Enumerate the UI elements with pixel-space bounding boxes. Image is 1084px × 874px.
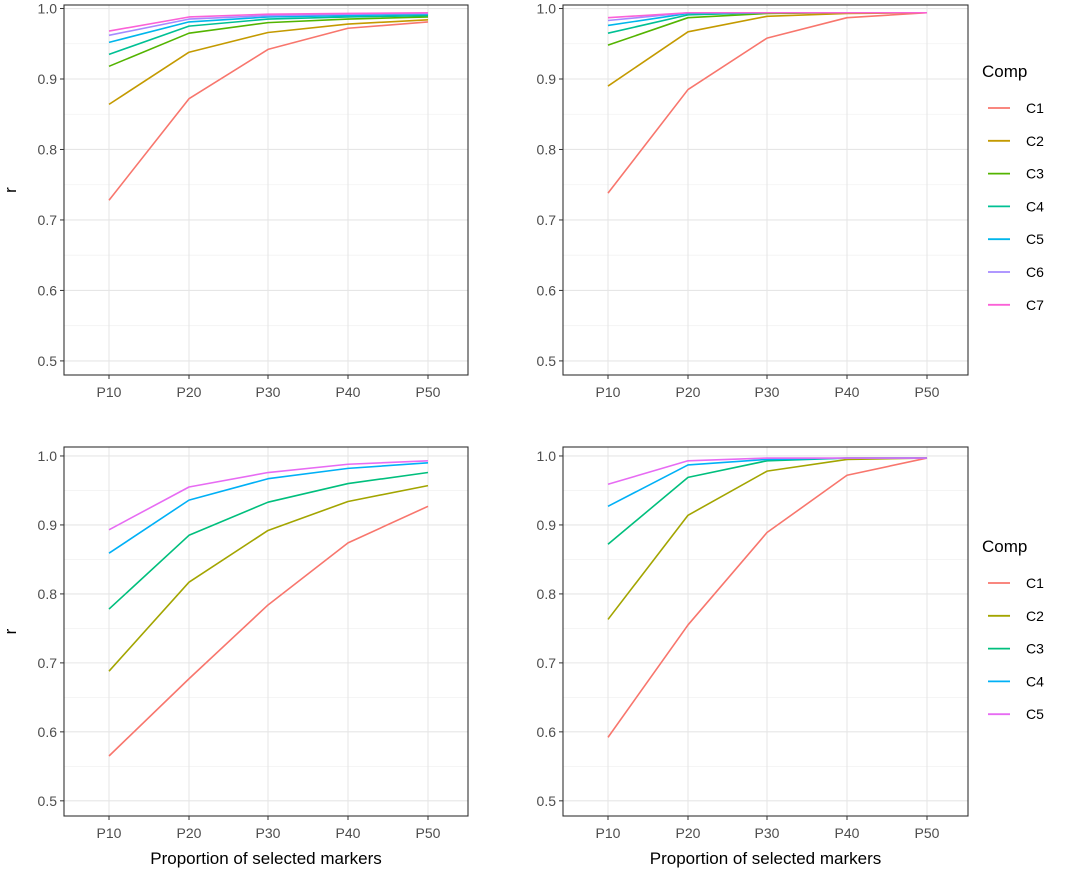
top-right-xtick-label: P20	[676, 384, 701, 400]
top-right-xtick-label: P10	[596, 384, 621, 400]
bottom-right-border	[562, 446, 969, 817]
bottom-right-series-c2	[607, 457, 928, 620]
bottom-left-xtick-label: P30	[256, 825, 281, 841]
bottom-left-series-c3	[108, 471, 429, 610]
legend-1-title: Comp	[982, 62, 1027, 81]
bottom-right-ytick-label: 0.8	[537, 586, 557, 602]
bottom-left-xtick-label: P50	[416, 825, 441, 841]
bottom-left-xtick-label: P40	[336, 825, 361, 841]
bottom-left-ytick-label: 0.8	[38, 586, 58, 602]
legend-1-label-c3: C3	[1026, 166, 1044, 182]
legend-1-label-c1: C1	[1026, 100, 1044, 116]
bottom-left-xtick-label: P20	[177, 825, 202, 841]
legend-1-label-c2: C2	[1026, 133, 1044, 149]
top-right-ytick-label: 0.8	[537, 141, 557, 157]
legend-2-label-c3: C3	[1026, 641, 1044, 657]
top-left-series-c1	[108, 21, 429, 201]
top-right-xtick-label: P40	[835, 384, 860, 400]
top-left-xtick-label: P50	[416, 384, 441, 400]
legend-1-label-c7: C7	[1026, 297, 1044, 313]
bottom-left-ytick-label: 0.9	[38, 517, 58, 533]
bottom-left-xtick-label: P10	[97, 825, 122, 841]
top-right-xtick-label: P50	[915, 384, 940, 400]
top-left-series-c2	[108, 19, 429, 106]
legend-2-label-c2: C2	[1026, 608, 1044, 624]
top-right-ytick-label: 0.5	[537, 353, 557, 369]
top-left-ytick-label: 0.7	[38, 212, 58, 228]
top-left-series-c7	[108, 11, 429, 32]
top-left-xtick-label: P10	[97, 384, 122, 400]
bottom-right-xtick-label: P40	[835, 825, 860, 841]
top-left-ytick-label: 0.6	[38, 282, 58, 298]
bottom-left-series-c1	[108, 505, 429, 757]
bottom-right-ytick-label: 0.6	[537, 724, 557, 740]
bottom-left-ytick-label: 0.6	[38, 724, 58, 740]
top-right-xtick-label: P30	[755, 384, 780, 400]
top-left-ytick-label: 0.9	[38, 71, 58, 87]
bottom-left-ytick-label: 0.5	[38, 793, 58, 809]
top-left-xtick-label: P20	[177, 384, 202, 400]
bottom-left-series-c5	[108, 459, 429, 531]
bottom-left-ytick-label: 0.7	[38, 655, 58, 671]
bottom-right-ytick-label: 1.0	[537, 448, 557, 464]
bottom-left-ytick-label: 1.0	[38, 448, 58, 464]
bottom-left-series-c4	[108, 462, 429, 554]
top-right-border	[562, 4, 969, 376]
top-left-xtick-label: P30	[256, 384, 281, 400]
bottom-right-xtick-label: P50	[915, 825, 940, 841]
legend-1-label-c4: C4	[1026, 198, 1044, 214]
bottom-right-x-axis-title: Proportion of selected markers	[650, 849, 882, 868]
top-right-ytick-label: 0.6	[537, 282, 557, 298]
top-left-series-c4	[108, 14, 429, 56]
bottom-right-ytick-label: 0.5	[537, 793, 557, 809]
bottom-right-ytick-label: 0.9	[537, 517, 557, 533]
top-right-series-c7	[607, 11, 927, 19]
top-left-series-c3	[108, 16, 429, 68]
top-left-xtick-label: P40	[336, 384, 361, 400]
legend-2-label-c5: C5	[1026, 706, 1044, 722]
bottom-right-xtick-label: P30	[755, 825, 780, 841]
legend-1-label-c6: C6	[1026, 264, 1044, 280]
legend-2-label-c4: C4	[1026, 673, 1044, 689]
bottom-right-series-c5	[607, 457, 927, 486]
bottom-left-series-c2	[108, 484, 429, 672]
top-right-ytick-label: 0.9	[537, 71, 557, 87]
top-left-ytick-label: 1.0	[38, 1, 58, 17]
top-right-ytick-label: 0.7	[537, 212, 557, 228]
bottom-right-xtick-label: P10	[596, 825, 621, 841]
top-left-border	[63, 4, 469, 376]
legend-2-label-c1: C1	[1026, 575, 1044, 591]
top-left-series-c5	[108, 13, 429, 44]
top-right-series-c1	[607, 11, 928, 194]
top-right-ytick-label: 1.0	[537, 1, 557, 17]
bottom-left-border	[63, 446, 469, 817]
bottom-right-ytick-label: 0.7	[537, 655, 557, 671]
top-left-ytick-label: 0.8	[38, 141, 58, 157]
bottom-right-xtick-label: P20	[676, 825, 701, 841]
legend-2-title: Comp	[982, 537, 1027, 556]
bottom-left-x-axis-title: Proportion of selected markers	[150, 849, 382, 868]
legend-1-label-c5: C5	[1026, 231, 1044, 247]
top-left-ytick-label: 0.5	[38, 353, 58, 369]
bottom-left-y-axis-title: r	[1, 628, 20, 634]
bottom-right-series-c1	[607, 457, 928, 738]
top-left-y-axis-title: r	[1, 187, 20, 193]
